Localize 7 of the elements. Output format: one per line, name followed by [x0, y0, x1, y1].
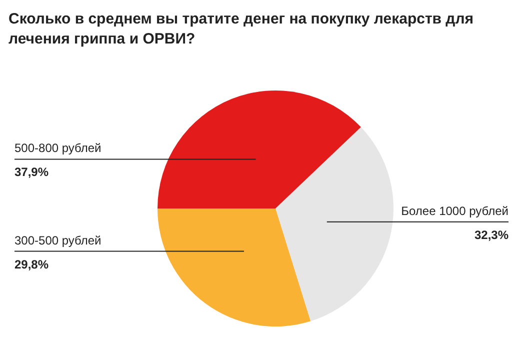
data-label: 37,9% — [14, 165, 49, 180]
slice-label: 300-500 рублей — [14, 233, 102, 248]
slice-label: Более 1000 рублей — [401, 204, 509, 218]
chart-title: Сколько в среднем вы тратите денег на покупку лекарств для лечения гриппа и ОРВИ? — [8, 10, 474, 48]
slice-label: 500-800 рублей — [14, 141, 102, 156]
data-label: 32,3% — [474, 228, 509, 242]
data-label: 29,8% — [14, 257, 49, 272]
